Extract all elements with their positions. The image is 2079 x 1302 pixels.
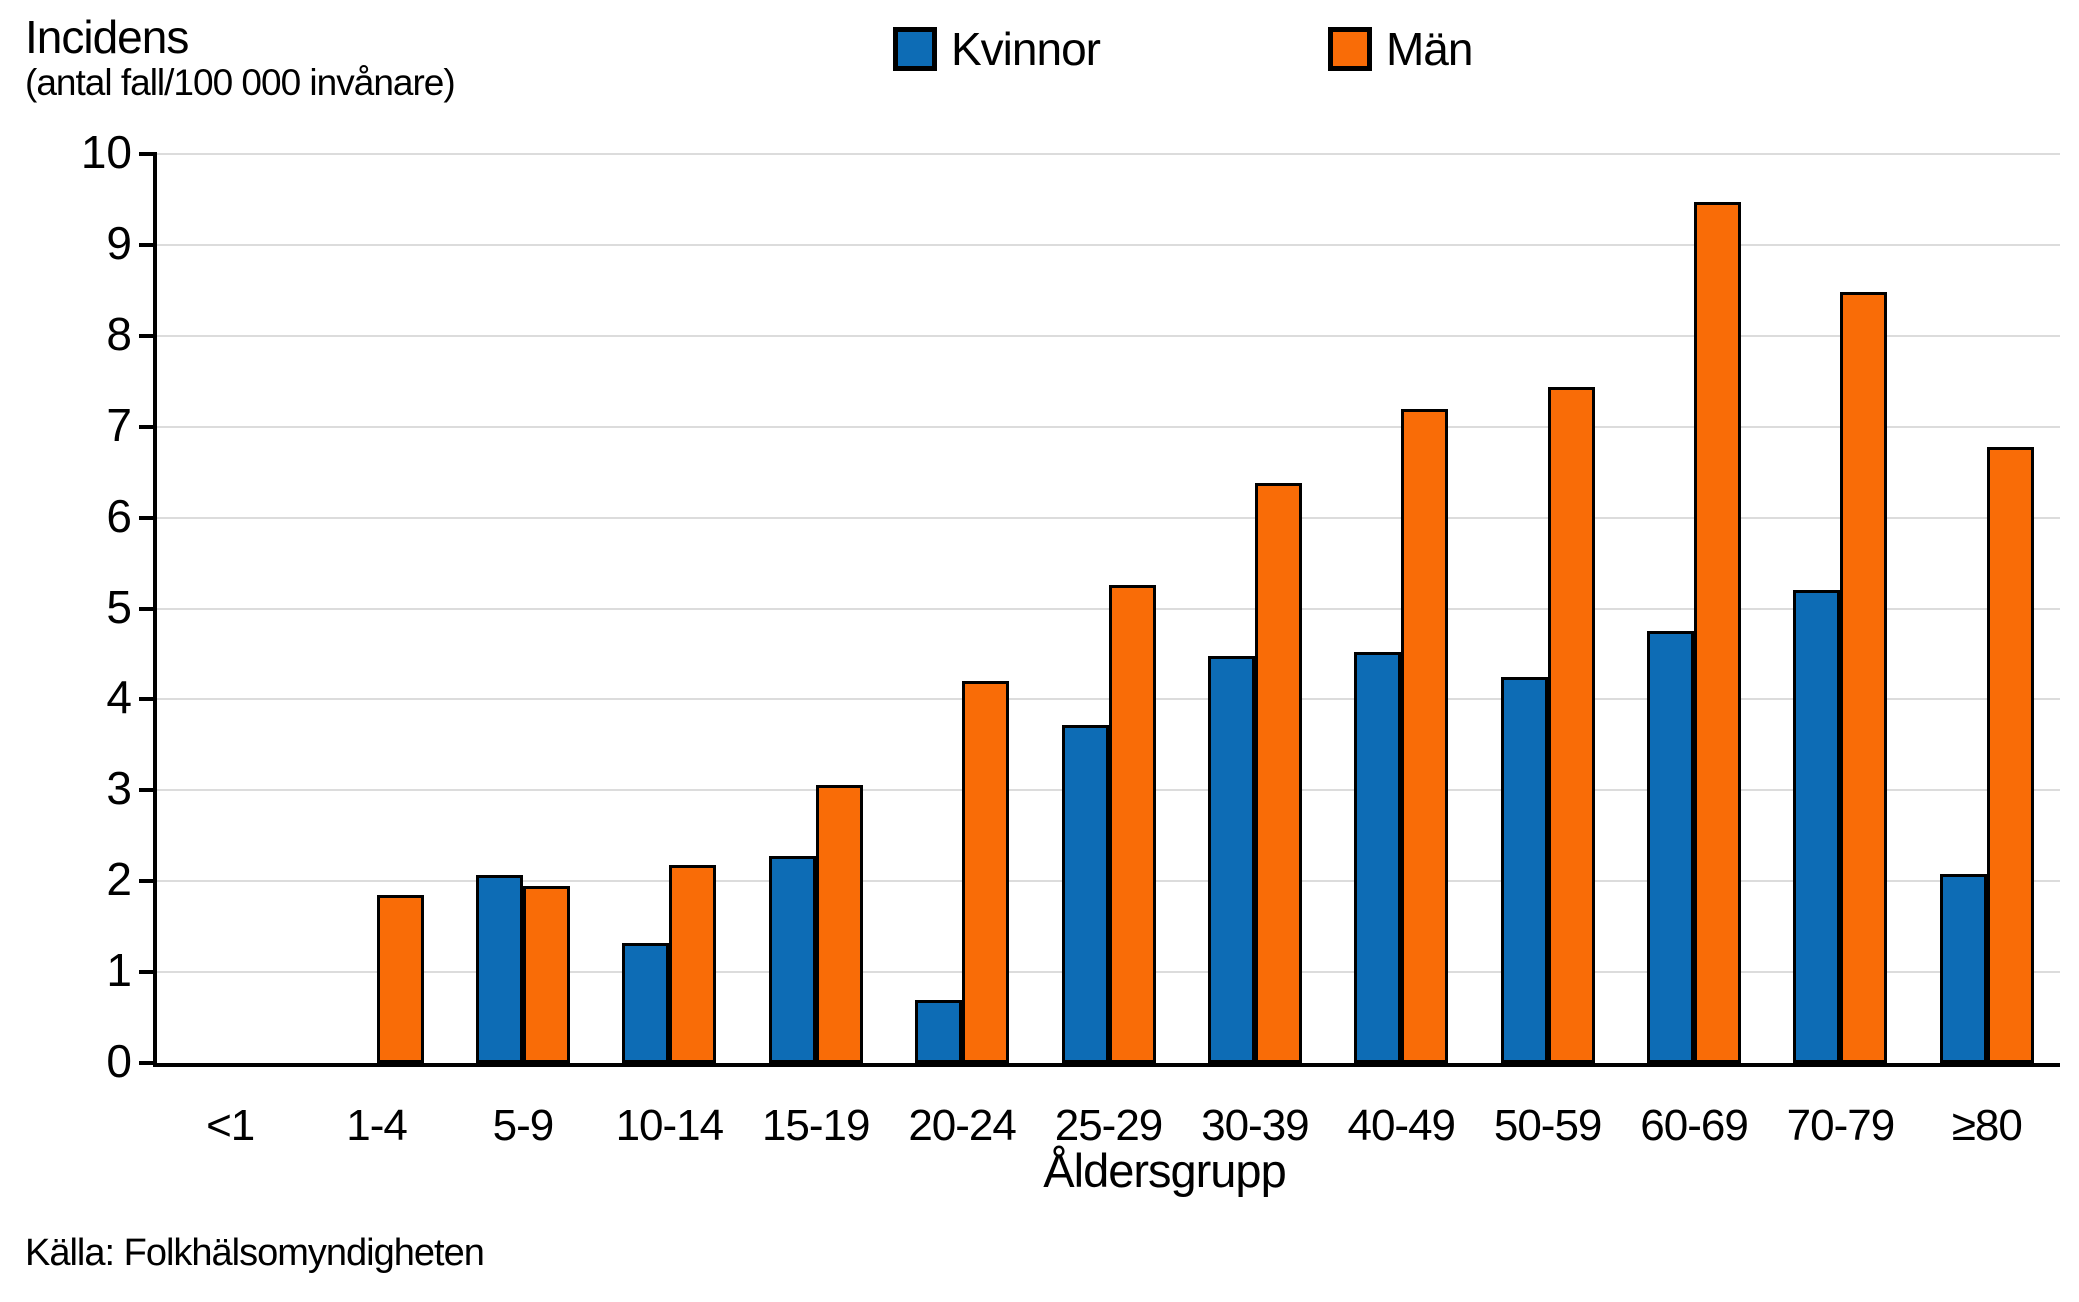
bar-män-60-69 bbox=[1694, 202, 1742, 1063]
bar-män-50-59 bbox=[1547, 387, 1595, 1063]
x-axis-label-10-14: 10-14 bbox=[615, 1101, 725, 1150]
y-axis-tick-9 bbox=[139, 242, 157, 247]
y-axis-tick-2 bbox=[139, 879, 157, 884]
y-axis-tick-4 bbox=[139, 697, 157, 702]
y-axis-label-9: 9 bbox=[106, 216, 132, 269]
x-axis-label-5-9: 5-9 bbox=[492, 1101, 555, 1150]
bar-män-70-79 bbox=[1840, 292, 1888, 1063]
y-axis-tick-1 bbox=[139, 970, 157, 975]
source-note: Källa: Folkhälsomyndigheten bbox=[25, 1232, 485, 1274]
legend-swatch-kvinnor-icon bbox=[893, 27, 937, 71]
y-axis-tick-7 bbox=[139, 424, 157, 429]
bar-män-25-29 bbox=[1108, 585, 1156, 1063]
bar-kvinnor-60-69 bbox=[1647, 631, 1695, 1063]
legend-item-kvinnor: Kvinnor bbox=[893, 22, 1101, 76]
y-axis-label-8: 8 bbox=[106, 307, 132, 360]
plot-area: 0 1 2 3 4 5 6 7 8 9 10 <1 1-4 5-9 10-14 15-19 20-24 25-29… bbox=[81, 129, 2060, 1150]
legend-swatch-man-icon bbox=[1327, 27, 1372, 71]
bar-kvinnor-40-49 bbox=[1354, 652, 1402, 1063]
legend-label-kvinnor: Kvinnor bbox=[951, 23, 1101, 75]
chart-title: Incidens bbox=[25, 11, 189, 63]
y-axis-tick-8 bbox=[139, 333, 157, 338]
y-axis-label-6: 6 bbox=[106, 489, 132, 542]
bar-kvinnor-50-59 bbox=[1500, 677, 1548, 1063]
bar-män-10-14 bbox=[669, 865, 717, 1063]
y-axis-tick-0 bbox=[139, 1061, 157, 1065]
x-axis-label-1-4: 1-4 bbox=[346, 1101, 408, 1150]
y-axis-label-1: 1 bbox=[106, 944, 132, 997]
y-axis-tick-10 bbox=[139, 152, 157, 156]
bar-kvinnor-20-24 bbox=[915, 1000, 963, 1063]
legend-item-man: Män bbox=[1327, 22, 1473, 76]
y-axis-label-7: 7 bbox=[106, 398, 132, 451]
bar-kvinnor-70-79 bbox=[1793, 590, 1841, 1063]
y-axis-label-2: 2 bbox=[106, 853, 132, 906]
y-axis-label-3: 3 bbox=[106, 762, 132, 815]
bar-män-5-9 bbox=[522, 886, 570, 1063]
y-axis-tick-5 bbox=[139, 606, 157, 611]
y-axis-tick-3 bbox=[139, 788, 157, 793]
chart-subtitle: (antal fall/100 000 invånare) bbox=[25, 62, 456, 103]
x-axis-label-40-49: 40-49 bbox=[1347, 1101, 1456, 1150]
bar-kvinnor-5-9 bbox=[475, 875, 523, 1063]
bar-kvinnor-10-14 bbox=[622, 943, 670, 1063]
x-axis-label-70-79: 70-79 bbox=[1786, 1101, 1896, 1150]
x-axis-label-25-29: 25-29 bbox=[1054, 1101, 1164, 1150]
bar-kvinnor-≥80 bbox=[1939, 874, 1987, 1063]
bar-kvinnor-25-29 bbox=[1061, 725, 1109, 1063]
gridline-y-10 bbox=[157, 153, 2060, 155]
gridline-y-7 bbox=[157, 425, 2060, 428]
x-axis-label-60-69: 60-69 bbox=[1640, 1101, 1749, 1150]
gridline-y-6 bbox=[157, 516, 2060, 519]
y-axis-label-5: 5 bbox=[106, 580, 132, 633]
legend: Kvinnor Män bbox=[893, 22, 1473, 76]
x-axis-title: Åldersgrupp bbox=[1043, 1144, 1286, 1197]
bar-män-20-24 bbox=[962, 681, 1010, 1063]
x-axis-label-15-19: 15-19 bbox=[761, 1101, 871, 1150]
legend-label-man: Män bbox=[1385, 23, 1473, 75]
bar-män-40-49 bbox=[1401, 409, 1449, 1063]
bar-män-≥80 bbox=[1986, 447, 2034, 1063]
bar-män-15-19 bbox=[815, 785, 863, 1063]
x-axis-label-20-24: 20-24 bbox=[908, 1101, 1017, 1150]
y-axis-label-0: 0 bbox=[106, 1035, 132, 1087]
bar-män-1-4 bbox=[376, 895, 424, 1063]
bar-kvinnor-15-19 bbox=[768, 856, 816, 1063]
x-axis-label-≥80: ≥80 bbox=[1951, 1101, 2023, 1150]
gridline-y-8 bbox=[157, 334, 2060, 337]
x-axis-label-30-39: 30-39 bbox=[1201, 1101, 1310, 1150]
x-axis-label-50-59: 50-59 bbox=[1493, 1101, 1603, 1150]
bar-kvinnor-30-39 bbox=[1207, 656, 1255, 1063]
y-axis-label-10: 10 bbox=[80, 126, 132, 178]
y-axis-label-4: 4 bbox=[106, 671, 132, 724]
y-axis-tick-6 bbox=[139, 515, 157, 520]
bar-män-30-39 bbox=[1254, 483, 1302, 1063]
gridline-y-9 bbox=[157, 243, 2060, 246]
x-axis-label-<1: <1 bbox=[206, 1101, 255, 1150]
